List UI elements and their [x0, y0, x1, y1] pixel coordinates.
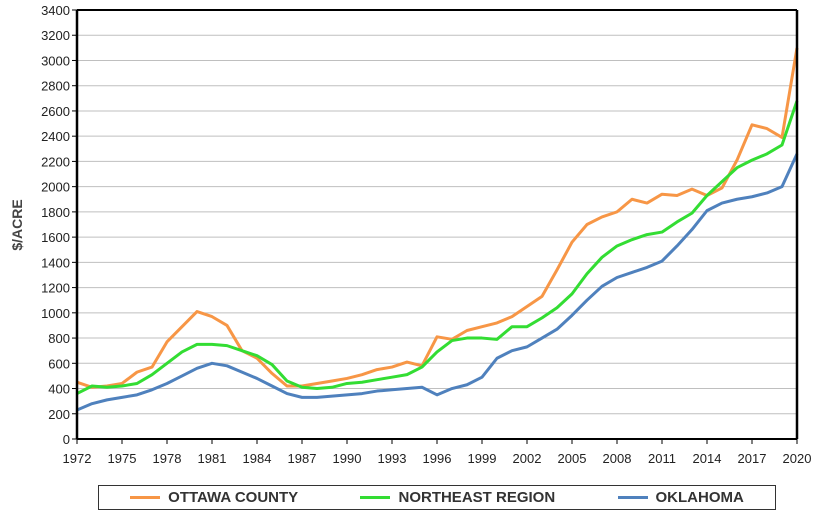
y-tick-label: 200: [48, 407, 70, 422]
y-tick-label: 1200: [41, 281, 70, 296]
x-tick-label: 2020: [783, 451, 812, 466]
x-tick-label: 1972: [63, 451, 92, 466]
series-line-oklahoma: [76, 153, 799, 412]
y-axis-ticks: 0 200 400 600 800 1000 1200 1400 1600 1800 2000 220…: [41, 3, 77, 447]
y-tick-label: 2000: [41, 180, 70, 195]
x-tick-label: 1987: [288, 451, 317, 466]
y-tick-label: 2200: [41, 154, 70, 169]
x-tick-label: 1978: [153, 451, 182, 466]
y-tick-label: 600: [48, 356, 70, 371]
x-tick-label: 1981: [198, 451, 227, 466]
x-axis-ticks: 1972 1975 1978 1981 1984 1987 1990 1993 1996 1999…: [63, 439, 812, 466]
y-tick-label: 800: [48, 331, 70, 346]
legend-item-oklahoma: OKLAHOMA: [617, 489, 744, 506]
y-tick-label: 1400: [41, 255, 70, 270]
y-tick-label: 2600: [41, 104, 70, 119]
x-tick-label: 2011: [648, 451, 676, 466]
legend-label: OTTAWA COUNTY: [168, 489, 299, 506]
x-tick-label: 1984: [243, 451, 272, 466]
y-tick-label: 3400: [41, 3, 70, 18]
y-tick-label: 1800: [41, 205, 70, 220]
x-tick-label: 2005: [558, 451, 587, 466]
legend-label: OKLAHOMA: [655, 489, 744, 506]
x-tick-label: 1993: [378, 451, 407, 466]
y-tick-label: 1000: [41, 306, 70, 321]
legend: OTTAWA COUNTY NORTHEAST REGION OKLAHOMA: [98, 485, 776, 510]
series-line-ottawa-county: [76, 47, 799, 389]
series-line-northeast-region: [76, 100, 799, 395]
x-tick-label: 1996: [423, 451, 452, 466]
y-tick-label: 3000: [41, 53, 70, 68]
legend-swatch: [360, 496, 391, 499]
y-tick-label: 2800: [41, 79, 70, 94]
legend-item-northeast: NORTHEAST REGION: [360, 489, 555, 506]
legend-label: NORTHEAST REGION: [398, 489, 556, 506]
x-tick-label: 1975: [108, 451, 137, 466]
x-tick-label: 2014: [693, 451, 722, 466]
legend-swatch: [617, 496, 648, 499]
x-tick-label: 2008: [603, 451, 632, 466]
y-tick-label: 3200: [41, 28, 70, 43]
x-tick-label: 1990: [333, 451, 362, 466]
y-axis-label: $/ACRE: [9, 199, 25, 250]
legend-swatch: [130, 496, 161, 499]
y-tick-label: 2400: [41, 129, 70, 144]
x-tick-label: 2017: [738, 451, 767, 466]
series-lines: [76, 47, 799, 412]
x-tick-label: 1999: [468, 451, 497, 466]
x-tick-label: 2002: [513, 451, 542, 466]
y-tick-label: 0: [63, 432, 70, 447]
y-tick-label: 1600: [41, 230, 70, 245]
y-tick-label: 400: [48, 382, 70, 397]
legend-item-ottawa: OTTAWA COUNTY: [130, 489, 298, 506]
